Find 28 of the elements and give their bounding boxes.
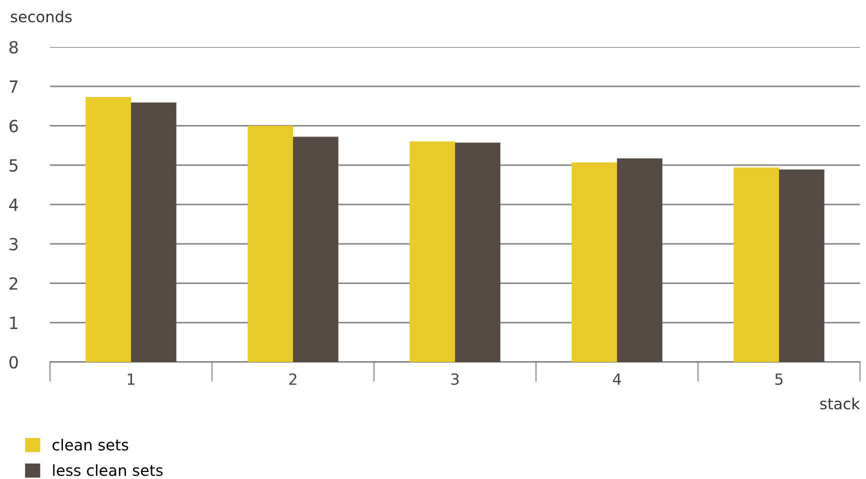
x-tick-label: 2 — [289, 373, 296, 385]
y-tick-label: 0 — [9, 356, 18, 369]
y-tick-label: 4 — [9, 198, 18, 211]
bar — [617, 158, 662, 362]
x-tick-label: 1 — [128, 374, 134, 385]
bar — [455, 142, 500, 362]
legend-label: less clean sets — [53, 464, 163, 476]
bar — [734, 167, 779, 362]
y-axis-title: seconds — [10, 10, 72, 22]
bar — [131, 102, 176, 362]
y-tick-label: 6 — [9, 120, 18, 132]
y-tick-label: 3 — [10, 238, 18, 250]
x-tick-label: 5 — [775, 374, 783, 385]
bar — [86, 97, 131, 362]
bar — [293, 136, 338, 362]
x-axis-title: stack — [820, 398, 860, 410]
bar — [779, 169, 824, 362]
bar — [410, 142, 455, 362]
y-tick-label: 5 — [10, 159, 18, 172]
bar — [248, 126, 293, 362]
legend-label: clean sets — [52, 438, 128, 451]
x-tick-label: 3 — [451, 373, 459, 385]
bar — [572, 162, 617, 362]
y-tick-label: 2 — [10, 277, 18, 290]
y-tick-label: 1 — [10, 316, 18, 329]
y-tick-label: 7 — [10, 80, 18, 93]
y-tick-label: 8 — [9, 40, 18, 54]
x-tick-label: 4 — [612, 374, 622, 385]
